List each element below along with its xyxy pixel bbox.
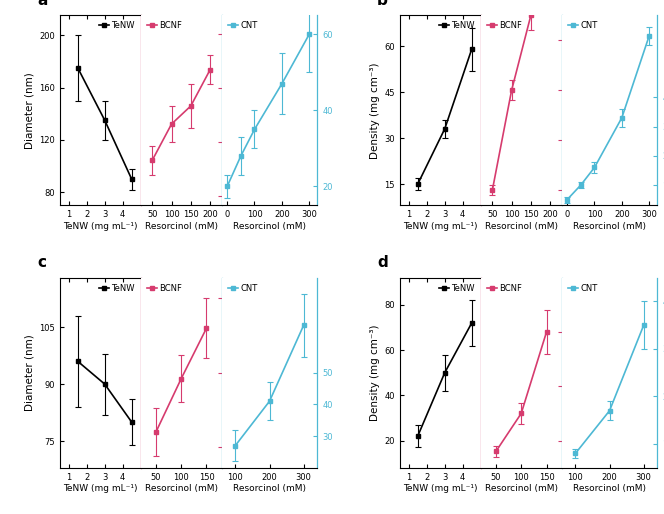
X-axis label: Resorcinol (mM): Resorcinol (mM) — [145, 484, 218, 493]
X-axis label: Resorcinol (mM): Resorcinol (mM) — [233, 222, 306, 231]
X-axis label: TeNW (mg mL⁻¹): TeNW (mg mL⁻¹) — [63, 484, 137, 493]
Y-axis label: Density (mg cm⁻³): Density (mg cm⁻³) — [370, 324, 380, 421]
Legend: TeNW: TeNW — [97, 282, 137, 294]
Y-axis label: Diameter (nm): Diameter (nm) — [25, 72, 35, 149]
X-axis label: Resorcinol (mM): Resorcinol (mM) — [573, 222, 646, 231]
Text: b: b — [377, 0, 388, 8]
Legend: CNT: CNT — [226, 282, 259, 294]
Legend: BCNF: BCNF — [485, 282, 524, 294]
X-axis label: Resorcinol (mM): Resorcinol (mM) — [485, 484, 558, 493]
Legend: CNT: CNT — [566, 20, 599, 32]
Y-axis label: Density (mg cm⁻³): Density (mg cm⁻³) — [370, 62, 380, 159]
X-axis label: Resorcinol (mM): Resorcinol (mM) — [233, 484, 306, 493]
Legend: CNT: CNT — [226, 20, 259, 32]
Text: d: d — [377, 255, 388, 270]
X-axis label: Resorcinol (mM): Resorcinol (mM) — [573, 484, 646, 493]
X-axis label: Resorcinol (mM): Resorcinol (mM) — [145, 222, 218, 231]
Text: a: a — [37, 0, 47, 8]
X-axis label: TeNW (mg mL⁻¹): TeNW (mg mL⁻¹) — [403, 222, 477, 231]
Legend: BCNF: BCNF — [145, 282, 183, 294]
X-axis label: TeNW (mg mL⁻¹): TeNW (mg mL⁻¹) — [63, 222, 137, 231]
Text: c: c — [37, 255, 46, 270]
X-axis label: TeNW (mg mL⁻¹): TeNW (mg mL⁻¹) — [403, 484, 477, 493]
Legend: CNT: CNT — [566, 282, 599, 294]
Legend: BCNF: BCNF — [485, 20, 524, 32]
X-axis label: Resorcinol (mM): Resorcinol (mM) — [485, 222, 558, 231]
Legend: TeNW: TeNW — [437, 282, 477, 294]
Y-axis label: Diameter (nm): Diameter (nm) — [25, 334, 35, 411]
Legend: TeNW: TeNW — [97, 20, 137, 32]
Legend: BCNF: BCNF — [145, 20, 183, 32]
Legend: TeNW: TeNW — [437, 20, 477, 32]
